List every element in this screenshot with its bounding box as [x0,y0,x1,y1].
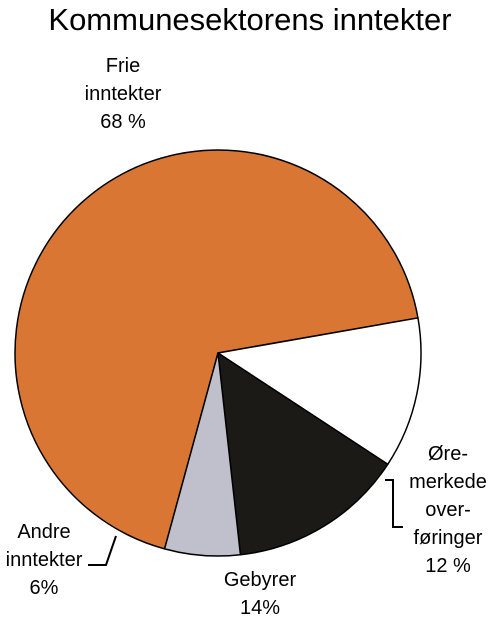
slice-frie-inntekter [14,149,419,550]
slice-gebyrer [217,352,389,556]
slice-oremerkede [217,317,422,466]
label-line: 14% [239,597,281,619]
slice-label-frie: Frie inntekter 68 % [68,52,178,136]
slice-label-gebyrer: Gebyrer 14% [200,566,320,622]
label-line: Gebyrer [223,569,297,591]
label-line: Øre- [428,443,468,465]
label-line: føringer [413,527,483,549]
chart-title: Kommunesektorens inntekter [48,2,452,37]
label-line: Frie [105,55,141,77]
label-line: inntekter [5,549,83,571]
label-line: inntekter [84,83,162,105]
slice-label-andre: Andre inntekter 6% [0,518,90,602]
label-line: 12 % [425,555,471,577]
leader-line-oremerkede [385,479,403,528]
label-line: merkede [409,471,487,493]
leader-line-andre [88,535,117,566]
slice-andre-inntekter [163,352,242,557]
label-line: Andre [17,521,71,543]
label-line: 68 % [100,111,146,133]
slice-label-oremerkede: Øre- merkede over- føringer 12 % [398,440,498,580]
label-line: 6% [29,577,59,599]
label-line: over- [425,499,471,521]
